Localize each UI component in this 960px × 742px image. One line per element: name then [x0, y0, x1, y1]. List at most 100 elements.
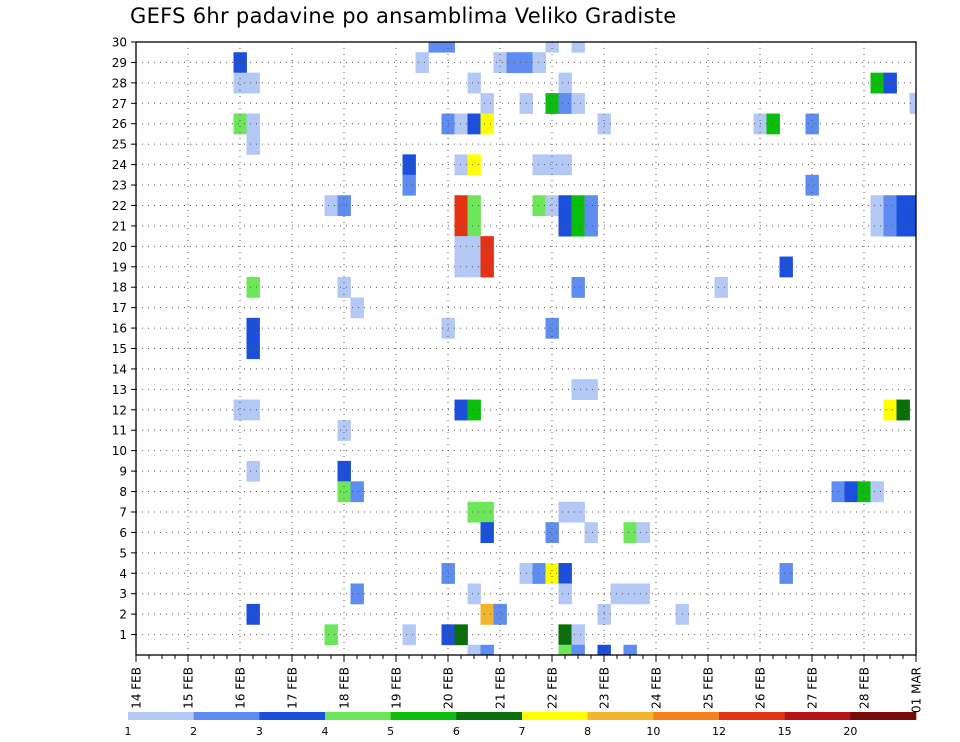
- y-tick-label: 22: [112, 199, 127, 213]
- precip-cell: [870, 215, 884, 237]
- y-tick-label: 28: [112, 76, 127, 90]
- y-tick-label: 9: [119, 465, 127, 479]
- precip-cell: [571, 215, 585, 237]
- precip-cell: [480, 236, 494, 257]
- x-axis: 14 FEB 15 FEB 16 FEB 17 FEB 18 FEB 19 FEB 20 F…: [130, 655, 924, 713]
- y-tick-label: 21: [112, 219, 127, 233]
- precip-cell: [246, 133, 260, 155]
- precip-cell: [454, 236, 468, 257]
- precip-cell: [636, 583, 650, 605]
- precip-cell: [545, 195, 559, 217]
- y-tick-label: 16: [112, 322, 127, 336]
- precip-cell: [454, 113, 468, 135]
- precip-cell: [233, 113, 247, 135]
- precip-cell: [402, 174, 416, 196]
- y-tick-label: 26: [112, 117, 127, 131]
- legend-swatch: [587, 712, 654, 720]
- precip-cell: [233, 72, 247, 94]
- precip-cell: [896, 399, 910, 421]
- precip-cell: [402, 154, 416, 176]
- legend-label: 6: [453, 725, 460, 738]
- precip-cell: [857, 481, 871, 503]
- legend-label: 2: [190, 725, 197, 738]
- y-tick-label: 3: [119, 587, 127, 601]
- color-legend: 1 2 3 4 5 6 7 8 10 12 15 20: [125, 712, 917, 738]
- y-tick-label: 15: [112, 342, 127, 356]
- precip-cell: [415, 52, 429, 74]
- legend-label: 12: [712, 725, 726, 738]
- y-tick-label: 24: [112, 158, 127, 172]
- precip-cell: [883, 399, 897, 421]
- precip-cell: [571, 379, 585, 400]
- legend-swatch: [850, 712, 917, 720]
- precip-cell: [428, 42, 442, 53]
- y-tick-label: 27: [112, 97, 127, 111]
- y-tick-label: 7: [119, 505, 127, 519]
- precip-cell: [480, 522, 494, 544]
- y-axis: 1234567891011121314151617181920212223242…: [112, 36, 136, 642]
- x-tick-label: 20 FEB: [442, 667, 456, 709]
- legend-label: 10: [646, 725, 660, 738]
- precip-cell: [558, 215, 572, 237]
- precip-cell: [493, 603, 507, 625]
- precip-cell: [246, 460, 260, 482]
- legend-swatch: [390, 712, 457, 720]
- precip-cell: [571, 276, 585, 298]
- precip-cell: [493, 52, 507, 74]
- precip-cell: [805, 174, 819, 196]
- precip-cell: [467, 72, 481, 94]
- precip-cell: [779, 256, 793, 278]
- precip-cell: [870, 481, 884, 503]
- precip-cell: [870, 195, 884, 217]
- y-tick-label: 8: [119, 485, 127, 499]
- precip-cell: [532, 195, 546, 217]
- y-tick-label: 19: [112, 260, 127, 274]
- precip-cell: [545, 522, 559, 544]
- precip-cell: [467, 501, 481, 523]
- legend-label: 3: [256, 725, 263, 738]
- precip-cell: [870, 72, 884, 94]
- precip-cell: [623, 522, 637, 544]
- precip-cell: [467, 583, 481, 605]
- precip-cell: [584, 379, 598, 400]
- legend-swatch: [653, 712, 720, 720]
- legend-label: 7: [519, 725, 526, 738]
- precip-cell: [246, 338, 260, 360]
- y-tick-label: 17: [112, 301, 127, 315]
- precip-cell: [558, 154, 572, 176]
- precip-cell: [337, 276, 351, 298]
- x-tick-label: 01 MAR: [910, 667, 924, 713]
- precip-cell: [467, 215, 481, 237]
- precip-cell: [571, 501, 585, 523]
- precip-cell: [805, 113, 819, 135]
- precip-cell: [454, 195, 468, 217]
- precip-cell: [337, 481, 351, 503]
- precip-cell: [766, 113, 780, 135]
- legend-swatch: [456, 712, 523, 720]
- precip-cell: [558, 93, 572, 114]
- y-tick-label: 10: [112, 444, 127, 458]
- x-tick-label: 28 FEB: [858, 667, 872, 709]
- y-tick-label: 5: [119, 546, 127, 560]
- precip-cell: [480, 501, 494, 523]
- precip-cell: [467, 399, 481, 421]
- precip-cell: [714, 276, 728, 298]
- y-tick-label: 11: [112, 424, 127, 438]
- x-tick-label: 17 FEB: [286, 667, 300, 709]
- precip-cell: [532, 563, 546, 584]
- precip-cell: [467, 113, 481, 135]
- precip-cell: [623, 583, 637, 605]
- precip-cell: [571, 624, 585, 646]
- legend-swatch: [193, 712, 260, 720]
- y-tick-label: 13: [112, 383, 127, 397]
- legend-swatch: [784, 712, 851, 720]
- precip-cell: [558, 624, 572, 646]
- precip-cell: [883, 72, 897, 94]
- precip-cell: [558, 644, 572, 655]
- y-tick-label: 29: [112, 56, 127, 70]
- x-tick-label: 15 FEB: [182, 667, 196, 709]
- precip-cell: [454, 154, 468, 176]
- legend-swatch: [719, 712, 785, 720]
- precip-cell: [246, 317, 260, 339]
- legend-label: 1: [125, 725, 132, 738]
